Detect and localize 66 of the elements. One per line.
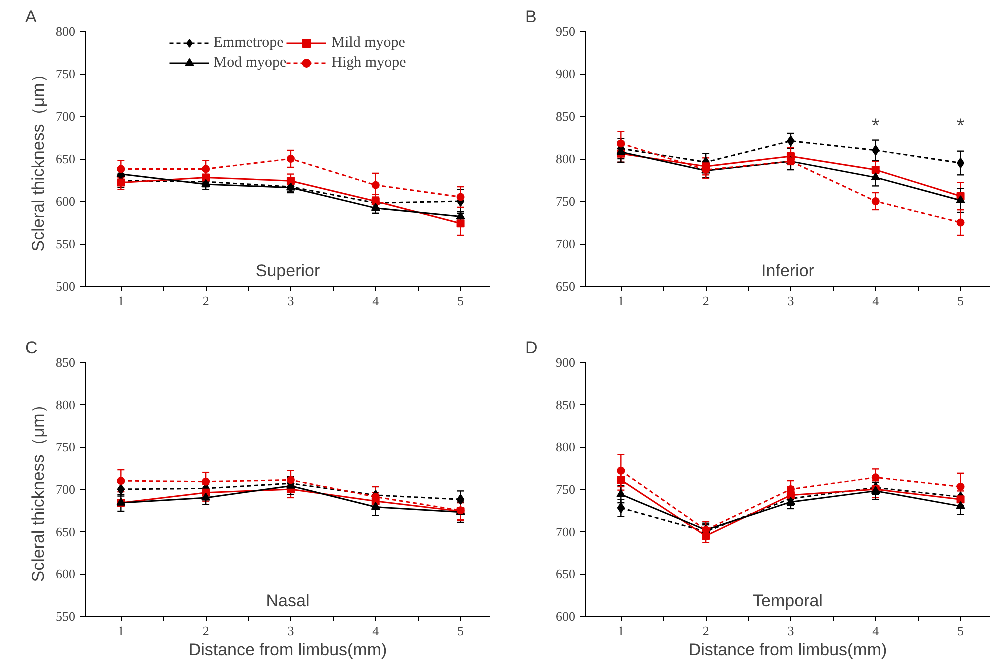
x-tick-label: 3 [788,294,794,308]
chart-title: C [26,338,38,358]
y-tick-label: 650 [56,152,76,166]
annotation: Temporal [753,592,823,610]
y-tick-label: 700 [56,482,76,497]
x-tick-label: 4 [872,294,880,308]
legend-label: Emmetrope [214,34,284,52]
annotation: Inferior [762,262,815,280]
y-tick-label: 900 [556,355,576,370]
y-tick-label: 700 [56,109,76,124]
x-tick-label: 1 [118,294,124,308]
x-tick-label: 4 [872,624,880,638]
y-tick-label: 850 [556,109,576,124]
y-tick-label: 650 [56,524,76,540]
y-axis-title: Scleral thickness（μm） [29,396,48,582]
annotation: Superior [256,262,320,280]
y-tick-label: 600 [56,194,76,209]
y-tick-label: 550 [56,236,76,252]
y-tick-label: 700 [556,524,576,540]
x-tick-label: 5 [958,294,964,308]
y-tick-label: 750 [56,440,76,455]
x-tick-label: 4 [372,624,380,638]
legend-label: Mod myope [214,54,287,72]
annotation: Nasal [266,592,310,610]
x-tick-label: 4 [372,294,380,308]
x-axis-title: Distance from limbus(mm) [188,640,388,660]
y-tick-label: 600 [556,609,576,624]
y-tick-label: 500 [56,279,76,294]
y-tick-label: 550 [56,609,76,624]
chart-title: A [26,8,38,26]
y-tick-label: 650 [556,566,576,582]
chart-title: D [526,338,538,358]
x-tick-label: 5 [458,624,464,638]
x-axis-title: Distance from limbus(mm) [688,640,888,660]
y-tick-label: 750 [56,66,76,82]
legend-label: Mild myope [332,34,406,52]
x-tick-label: 2 [202,624,210,638]
y-tick-label: 750 [556,194,576,209]
legend-label: High myope [332,54,406,72]
x-tick-label: 3 [288,624,294,638]
y-tick-label: 600 [56,566,76,582]
y-tick-label: 950 [556,24,576,39]
y-tick-label: 700 [556,236,576,252]
y-axis-title: Scleral thickness（μm） [29,66,48,252]
y-tick-label: 850 [556,397,576,412]
x-tick-label: 5 [458,294,464,308]
y-tick-label: 900 [556,66,576,82]
y-tick-label: 800 [556,440,576,455]
x-tick-label: 1 [118,624,124,638]
annotation: * [956,116,965,138]
x-tick-label: 5 [958,624,964,638]
chart-title: B [526,8,537,26]
x-tick-label: 3 [788,624,794,638]
y-tick-label: 650 [556,279,576,294]
y-tick-label: 850 [56,355,76,370]
y-tick-label: 800 [56,397,76,412]
x-tick-label: 1 [618,294,624,308]
x-tick-label: 3 [288,294,294,308]
x-tick-label: 2 [202,294,210,308]
x-tick-label: 2 [702,294,710,308]
annotation: * [872,116,880,138]
y-tick-label: 800 [556,152,576,166]
x-tick-label: 1 [618,624,624,638]
x-tick-label: 2 [702,624,710,638]
y-tick-label: 750 [556,482,576,497]
y-tick-label: 800 [56,24,76,39]
